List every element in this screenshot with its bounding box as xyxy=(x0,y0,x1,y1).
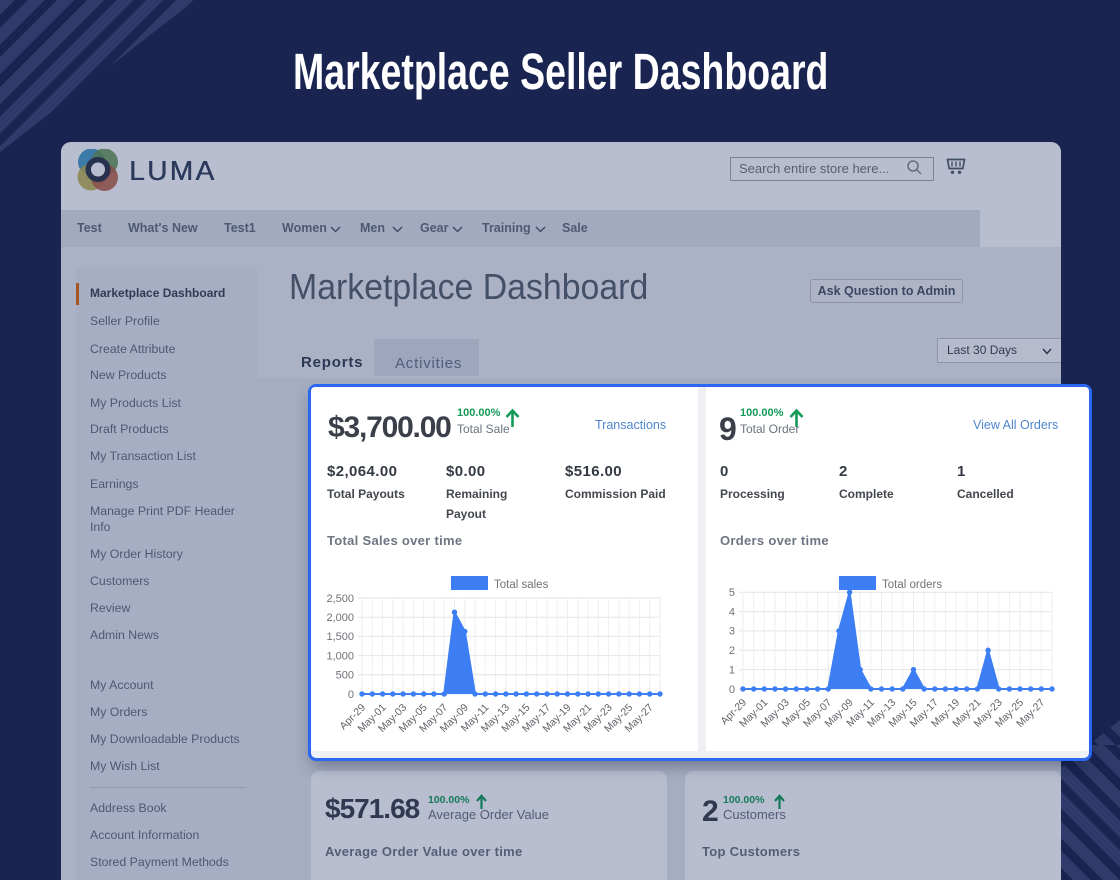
svg-text:2,500: 2,500 xyxy=(326,593,354,605)
svg-text:5: 5 xyxy=(729,587,735,599)
svg-text:0: 0 xyxy=(729,684,735,696)
svg-text:4: 4 xyxy=(729,606,735,618)
svg-text:3: 3 xyxy=(729,626,735,638)
svg-text:0: 0 xyxy=(348,689,354,701)
svg-text:1,000: 1,000 xyxy=(326,650,354,662)
svg-text:Total sales: Total sales xyxy=(494,579,549,591)
svg-text:Total orders: Total orders xyxy=(882,579,942,591)
svg-text:500: 500 xyxy=(336,670,354,682)
svg-text:2: 2 xyxy=(729,645,735,657)
svg-text:1: 1 xyxy=(729,664,735,676)
svg-text:1,500: 1,500 xyxy=(326,631,354,643)
svg-text:2,000: 2,000 xyxy=(326,612,354,624)
